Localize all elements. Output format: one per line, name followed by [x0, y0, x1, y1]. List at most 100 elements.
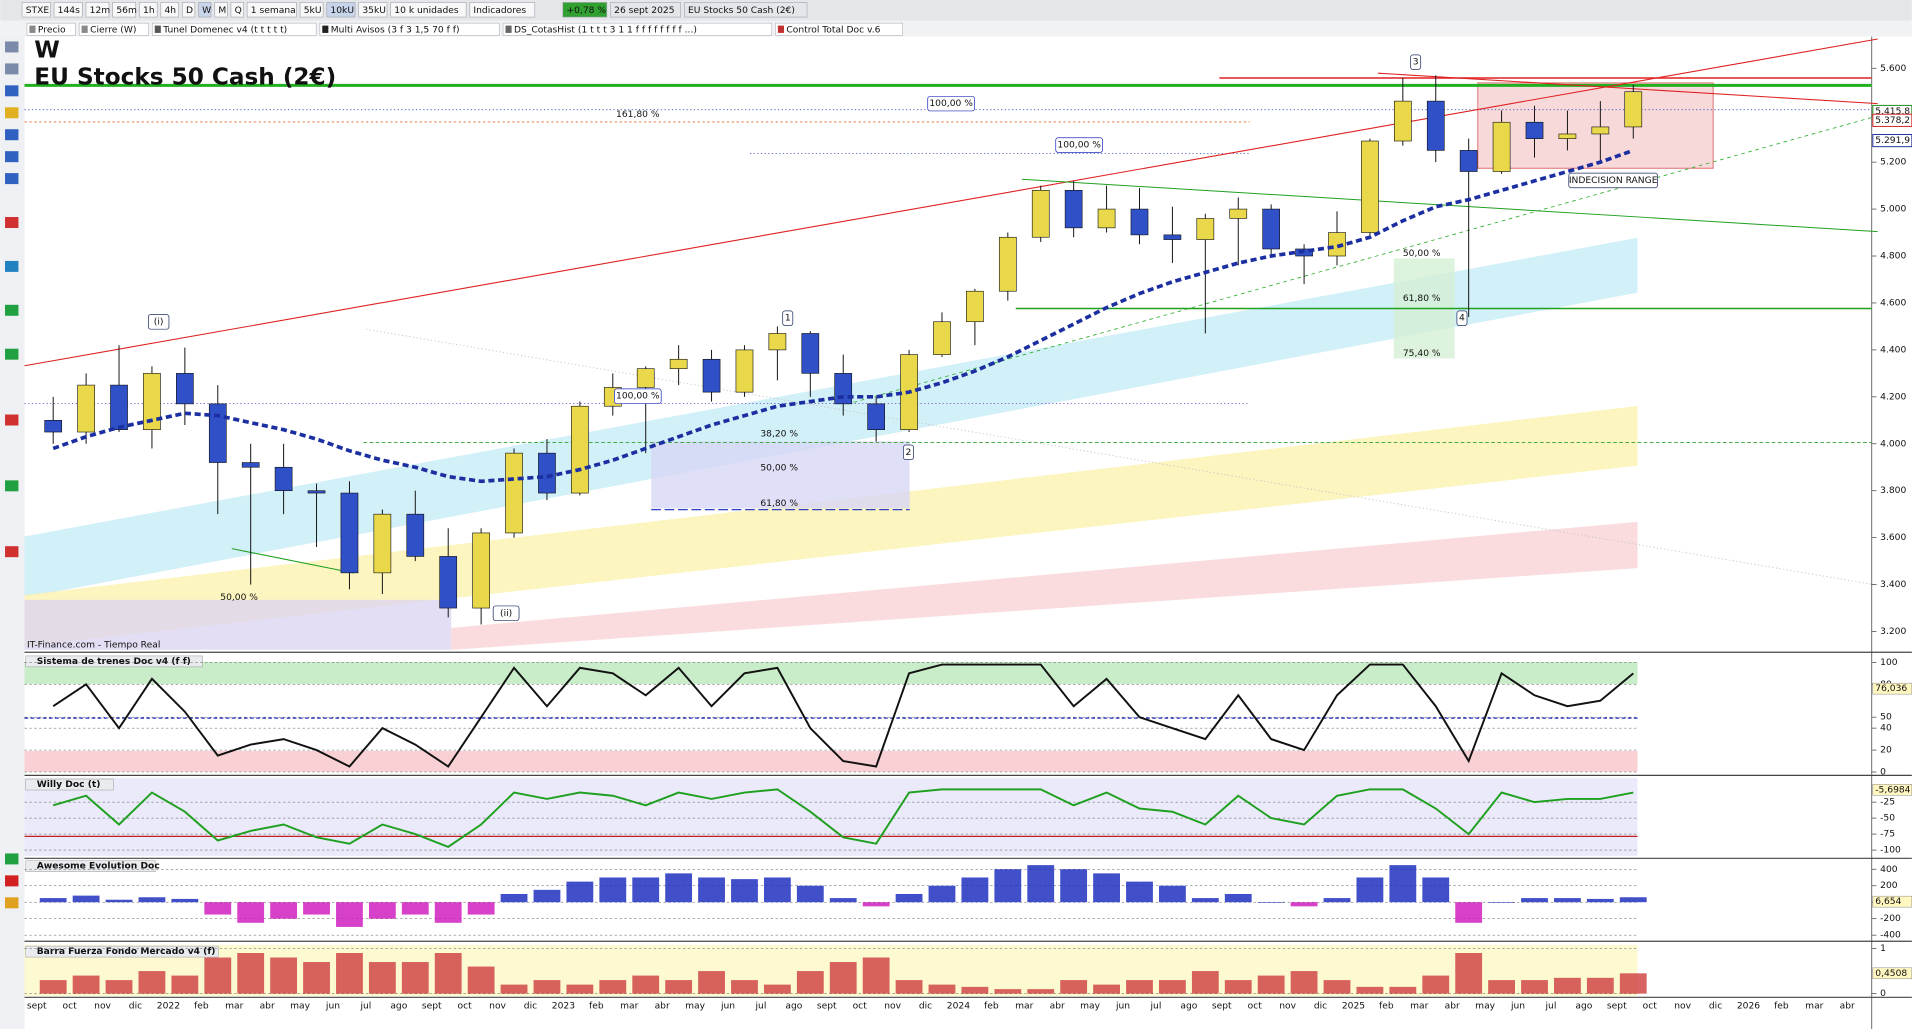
- toolbar-text[interactable]: 10 k unidades: [394, 6, 459, 16]
- indicator-bar: [1060, 980, 1088, 994]
- tab-swatch: [505, 25, 512, 33]
- data-source: IT-Finance.com - Tiempo Real: [27, 640, 160, 650]
- tool-icon[interactable]: [5, 875, 19, 887]
- tool-icon[interactable]: [5, 853, 19, 865]
- tool-icon[interactable]: [5, 63, 19, 75]
- toolbar-text[interactable]: 56m: [116, 6, 137, 16]
- toolbar-button[interactable]: [181, 2, 196, 18]
- indicator-bar: [1455, 902, 1483, 923]
- tool-icon[interactable]: [5, 260, 19, 272]
- toolbar-text[interactable]: M: [218, 6, 226, 16]
- toolbar-button[interactable]: [610, 2, 682, 18]
- x-tick-label: sept: [817, 1001, 837, 1011]
- toolbar-button[interactable]: [390, 2, 467, 18]
- toolbar-text[interactable]: 1h: [143, 6, 155, 16]
- toolbar-text[interactable]: 12m: [90, 6, 111, 16]
- y-tick-label: 3.600: [1880, 533, 1906, 543]
- x-tick-label: abr: [1050, 1001, 1065, 1011]
- toolbar-text[interactable]: EU Stocks 50 Cash (2€): [688, 6, 795, 16]
- tool-icon[interactable]: [5, 173, 19, 185]
- candle-body: [669, 358, 688, 369]
- tool-icon[interactable]: [5, 151, 19, 163]
- candle-body: [538, 452, 556, 494]
- tool-icon[interactable]: [5, 129, 19, 141]
- annotation: 2: [906, 448, 912, 458]
- tool-icon[interactable]: [5, 85, 19, 97]
- tool-icon[interactable]: [5, 107, 19, 119]
- indicator-tab[interactable]: [78, 22, 149, 36]
- toolbar-text[interactable]: 26 sept 2025: [614, 6, 675, 16]
- indicator-tab-label[interactable]: Tunel Domenec v4 (t t t t t): [162, 25, 287, 35]
- indicator-tab-label[interactable]: Cierre (W): [90, 25, 136, 35]
- toolbar-button[interactable]: [358, 2, 388, 18]
- toolbar-button[interactable]: [21, 2, 51, 18]
- indicator-tab-label[interactable]: Control Total Doc v.6: [786, 25, 880, 35]
- x-tick-label: 2022: [157, 1001, 180, 1011]
- x-tick-label: jul: [1545, 1001, 1557, 1011]
- toolbar-button[interactable]: [198, 2, 212, 18]
- indicator-bar: [566, 881, 594, 903]
- indicator-bar: [105, 899, 133, 903]
- toolbar-button[interactable]: [230, 2, 244, 18]
- toolbar-text[interactable]: 144s: [58, 6, 80, 16]
- toolbar-button[interactable]: [299, 2, 324, 18]
- indicator-bar: [1586, 977, 1614, 994]
- toolbar-button[interactable]: [684, 2, 808, 18]
- tool-icon[interactable]: [5, 414, 19, 426]
- tool-icon[interactable]: [5, 304, 19, 316]
- x-tick-label: jun: [325, 1001, 340, 1011]
- indicator-tab[interactable]: [502, 22, 773, 36]
- x-tick-label: oct: [63, 1001, 78, 1011]
- tool-icon[interactable]: [5, 217, 19, 228]
- y-tick-label: 4.200: [1880, 392, 1906, 402]
- candle-body: [340, 492, 359, 574]
- toolbar-text[interactable]: Q: [235, 6, 242, 16]
- indicator-tab-label[interactable]: DS_CotasHist (1 t t t 3 1 1 f f f f f f …: [514, 25, 697, 35]
- x-tick-label: nov: [94, 1001, 111, 1011]
- toolbar-button[interactable]: [112, 2, 137, 18]
- toolbar-text[interactable]: 35kU: [362, 6, 386, 16]
- toolbar-button[interactable]: [214, 2, 228, 18]
- indicator-tab[interactable]: [26, 22, 76, 36]
- indicator-bar: [533, 980, 561, 994]
- tool-icon[interactable]: [5, 41, 19, 53]
- toolbar-button[interactable]: [562, 2, 608, 18]
- indicator-bar: [994, 989, 1022, 994]
- indicator-bar: [1093, 984, 1120, 994]
- indicator-tab[interactable]: [775, 22, 903, 36]
- indicator-bar: [500, 893, 528, 903]
- toolbar-button[interactable]: [469, 2, 536, 18]
- indicator-tab-label[interactable]: Precio: [38, 25, 66, 35]
- toolbar-button[interactable]: [326, 2, 356, 18]
- tool-icon[interactable]: [5, 348, 19, 360]
- tool-icon[interactable]: [5, 546, 19, 558]
- tool-icon[interactable]: [5, 897, 19, 909]
- indicator-tab-label[interactable]: Multi Avisos (3 f 3 1,5 70 f f): [331, 25, 460, 35]
- toolbar-button[interactable]: [246, 2, 297, 18]
- toolbar-text[interactable]: 5kU: [304, 6, 322, 16]
- toolbar-text[interactable]: 1 semana: [251, 6, 296, 16]
- toolbar-text[interactable]: 4h: [164, 6, 176, 16]
- toolbar-text[interactable]: D: [186, 6, 193, 16]
- indicator-bar: [829, 962, 857, 994]
- toolbar-text[interactable]: 10kU: [330, 6, 354, 16]
- candle-body: [1492, 121, 1511, 172]
- indicator-bar: [632, 877, 660, 903]
- toolbar-text[interactable]: Indicadores: [473, 6, 526, 16]
- toolbar-button[interactable]: [53, 2, 83, 18]
- toolbar-button[interactable]: [160, 2, 179, 18]
- toolbar-button[interactable]: [85, 2, 110, 18]
- toolbar-button[interactable]: [139, 2, 158, 18]
- x-tick-label: 2024: [947, 1001, 970, 1011]
- tool-icon[interactable]: [5, 480, 19, 492]
- toolbar-text[interactable]: +0,78 %: [566, 6, 606, 16]
- indicator-tab[interactable]: [319, 22, 500, 36]
- indicator-tab[interactable]: [152, 22, 317, 36]
- toolbar-text[interactable]: STXE: [26, 6, 50, 16]
- annotation: 100,00 %: [929, 99, 973, 109]
- candle-body: [571, 405, 589, 494]
- toolbar-text[interactable]: W: [202, 6, 211, 16]
- indicator-bar: [1126, 881, 1153, 903]
- indicator-bar: [237, 953, 265, 994]
